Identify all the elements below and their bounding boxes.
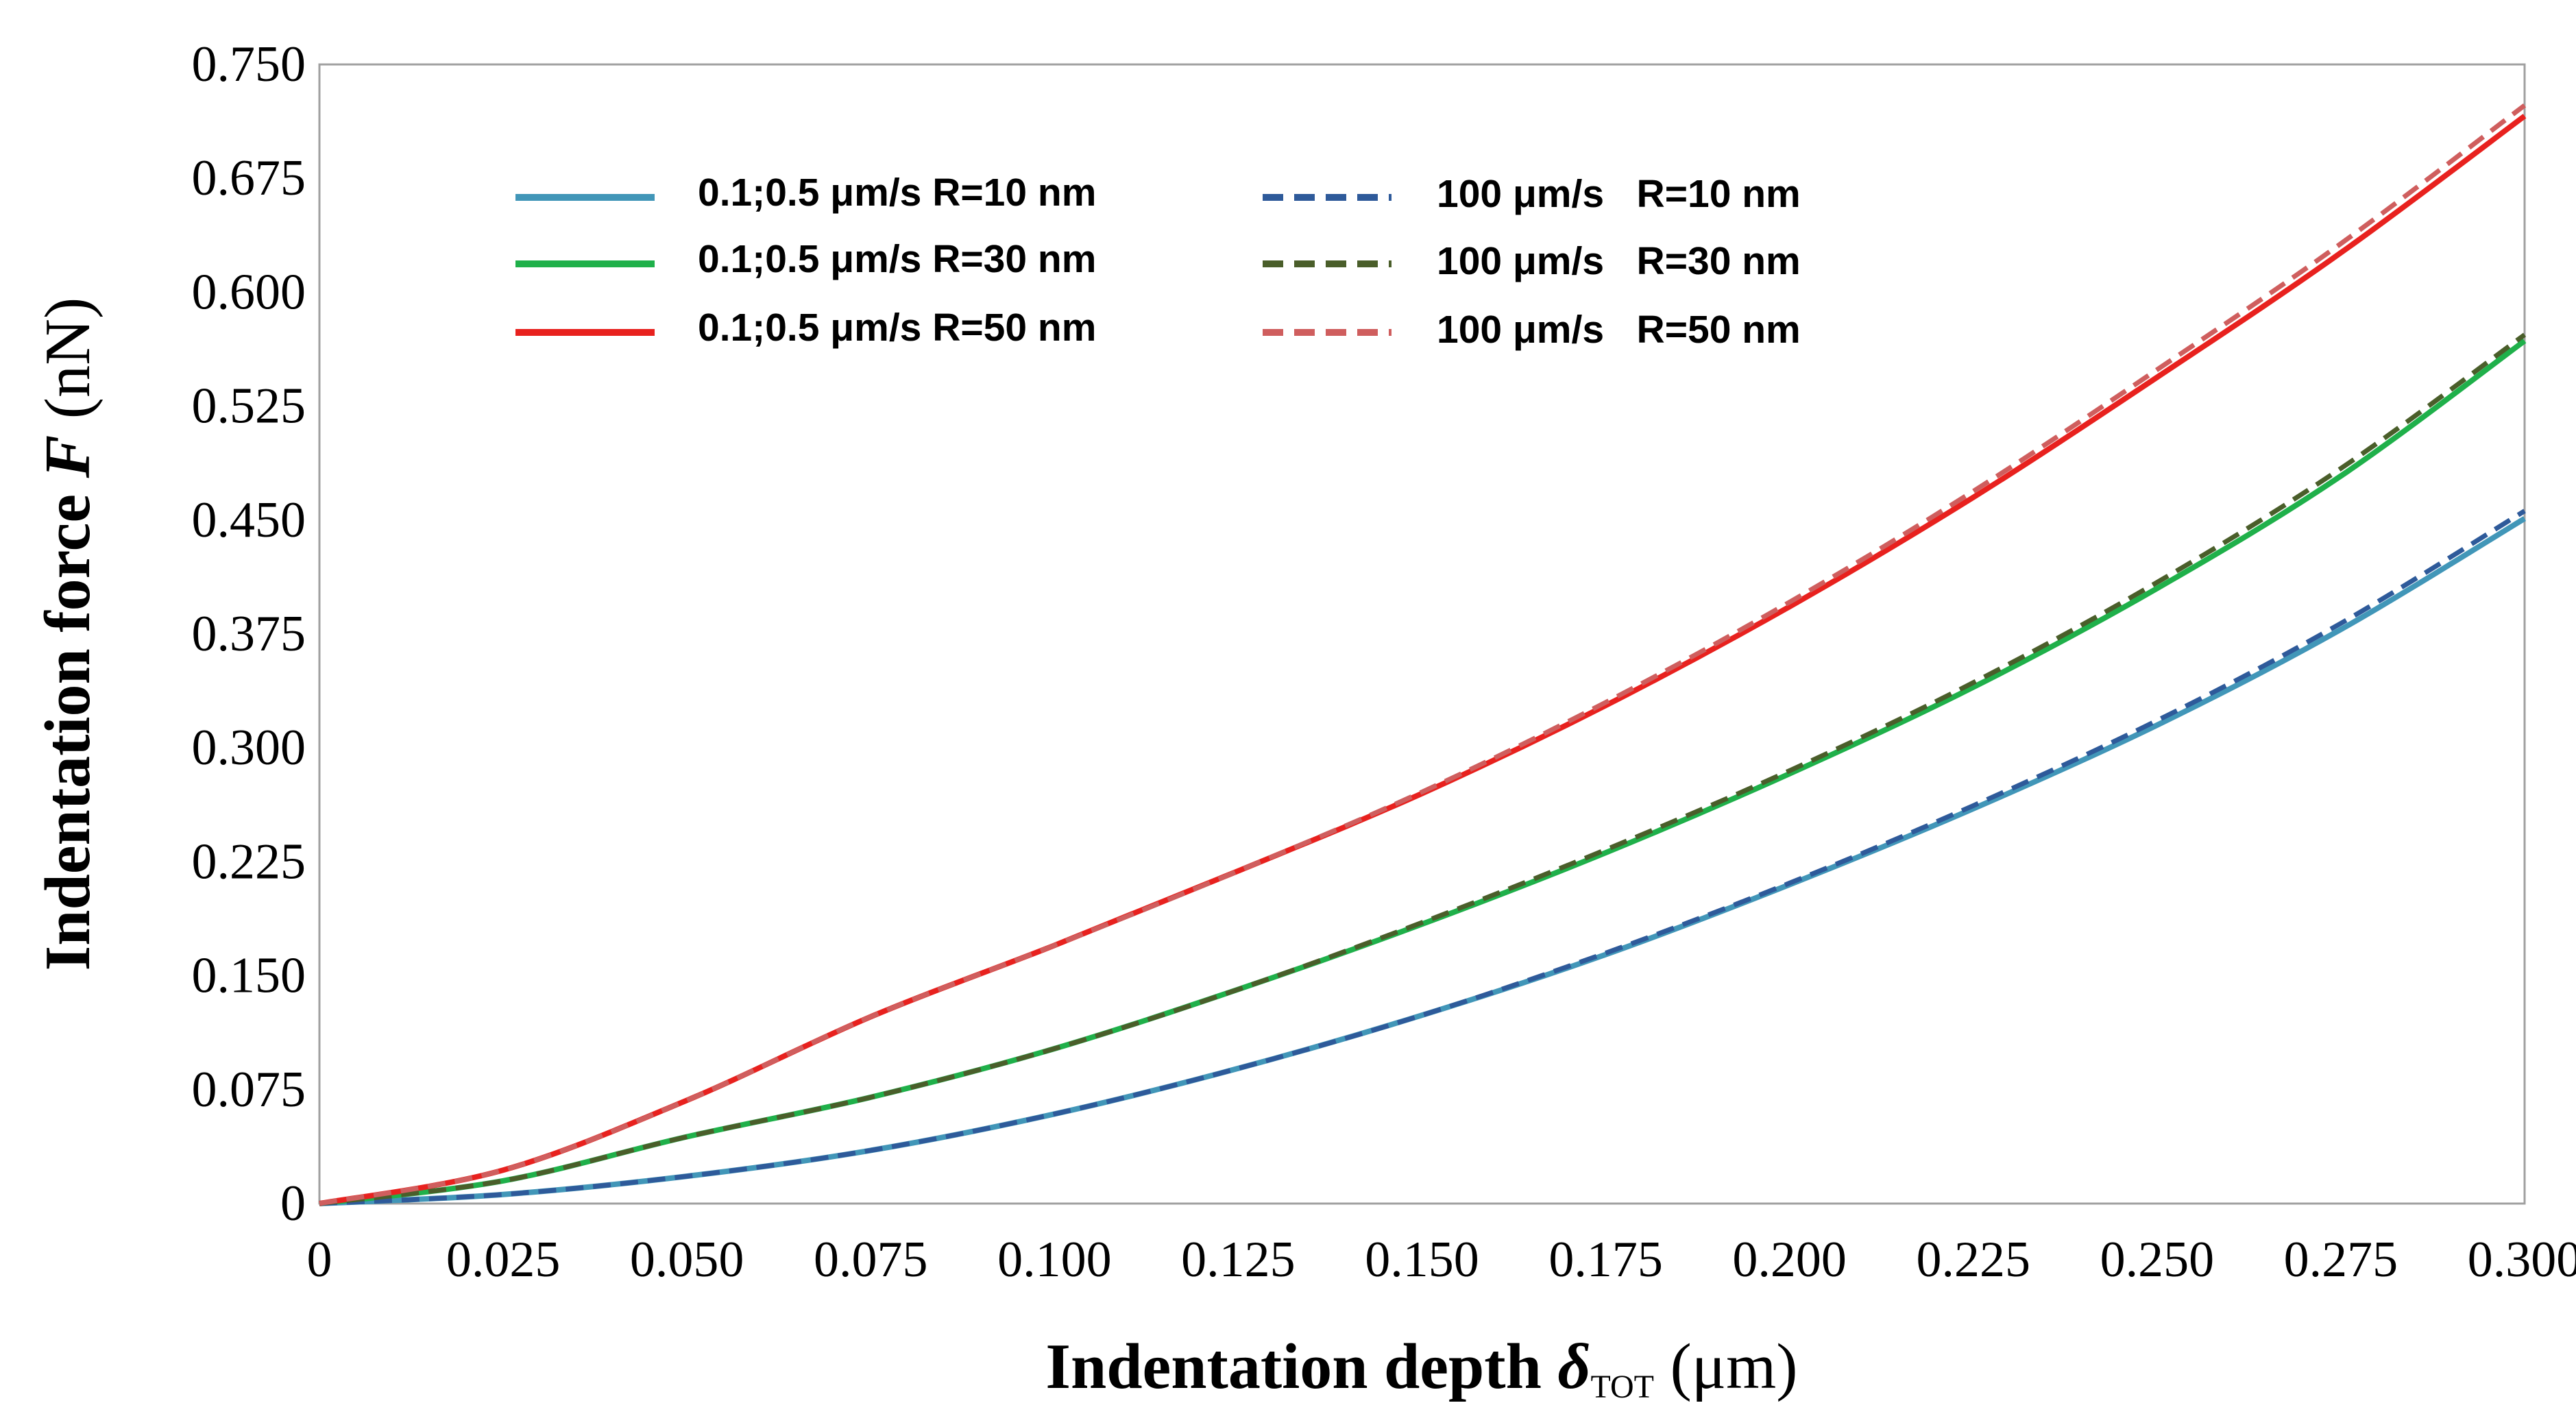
- legend-label-3: 100 μm/s R=10 nm: [1437, 172, 1801, 216]
- y-tick-label: 0.750: [192, 36, 306, 93]
- x-tick-label: 0.225: [1917, 1232, 2031, 1288]
- y-tick-label: 0.075: [192, 1062, 306, 1118]
- y-tick-label: 0.300: [192, 720, 306, 776]
- y-tick-label: 0.375: [192, 606, 306, 662]
- y-tick-label: 0.450: [192, 492, 306, 548]
- x-tick-label: 0.200: [1732, 1232, 1847, 1288]
- x-axis-title-subscript: TOT: [1591, 1369, 1654, 1405]
- plot-area: [318, 63, 2526, 1205]
- x-axis-title-main: Indentation depth: [1045, 1331, 1557, 1402]
- x-tick-label: 0.075: [814, 1232, 928, 1288]
- y-tick-label: 0.675: [192, 150, 306, 206]
- legend-label-0: 0.1;0.5 μm/s R=10 nm: [698, 171, 1096, 215]
- x-axis-title-unit: (μm): [1654, 1331, 1798, 1402]
- x-axis-title: Indentation depth δTOT (μm): [1045, 1331, 1797, 1405]
- legend-label-1: 0.1;0.5 μm/s R=30 nm: [698, 237, 1096, 281]
- y-tick-label: 0.150: [192, 948, 306, 1004]
- x-tick-label: 0.300: [2468, 1232, 2576, 1288]
- x-axis-ticks: 0 0.025 0.050 0.075 0.100 0.125 0.150 0.175 0.20…: [307, 1232, 2576, 1288]
- x-tick-label: 0.050: [630, 1232, 744, 1288]
- x-axis-title-symbol: δ: [1557, 1331, 1590, 1402]
- y-tick-label: 0.225: [192, 833, 306, 890]
- x-tick-label: 0.150: [1365, 1232, 1479, 1288]
- x-tick-label: 0.125: [1181, 1232, 1296, 1288]
- x-tick-label: 0.025: [446, 1232, 561, 1288]
- x-tick-label: 0: [307, 1232, 332, 1288]
- y-tick-label: 0.600: [192, 264, 306, 320]
- x-tick-label: 0.100: [997, 1232, 1112, 1288]
- legend-label-5: 100 μm/s R=50 nm: [1437, 308, 1801, 352]
- legend-label-4: 100 μm/s R=30 nm: [1437, 239, 1801, 283]
- series-layer: [319, 103, 2527, 1206]
- y-axis-ticks: 0 0.075 0.150 0.225 0.300 0.375 0.450 0.525 0.60…: [192, 36, 306, 1232]
- legend-label-2: 0.1;0.5 μm/s R=50 nm: [698, 306, 1096, 350]
- y-axis-title-symbol: F: [32, 435, 104, 479]
- legend: 0.1;0.5 μm/s R=10 nm 0.1;0.5 μm/s R=30 n…: [515, 171, 1801, 352]
- y-axis-title: Indentation force F (nN): [32, 297, 104, 971]
- x-tick-label: 0.250: [2100, 1232, 2215, 1288]
- series-line-5: [319, 103, 2527, 1206]
- series-line-4: [319, 332, 2527, 1206]
- y-axis-title-unit: (nN): [32, 297, 104, 435]
- series-line-3: [319, 509, 2526, 1206]
- x-tick-label: 0.275: [2284, 1232, 2398, 1288]
- y-tick-label: 0.525: [192, 378, 306, 435]
- y-axis-title-main: Indentation force: [32, 478, 104, 971]
- x-tick-label: 0.175: [1548, 1232, 1663, 1288]
- y-tick-label: 0: [280, 1175, 306, 1232]
